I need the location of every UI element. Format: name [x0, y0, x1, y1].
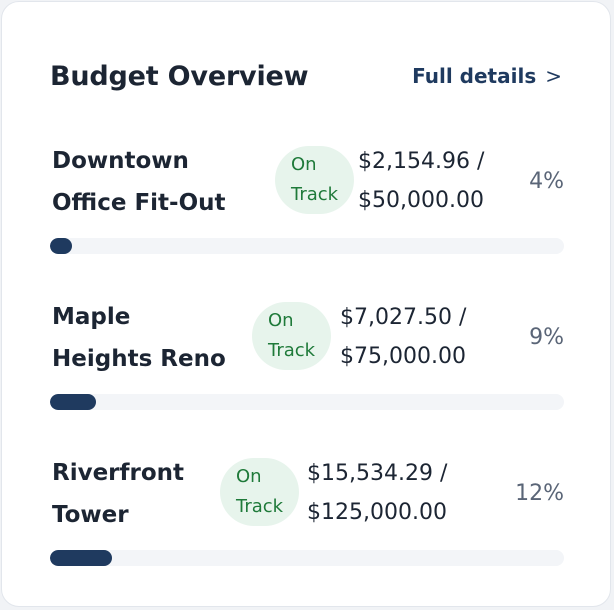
full-details-link[interactable]: Full details > [412, 64, 562, 88]
project-name: Riverfront Tower [52, 460, 185, 528]
status-badge: On Track [252, 302, 332, 370]
budget-percent: 4% [529, 169, 564, 194]
progress-track [50, 238, 564, 254]
progress-fill [50, 394, 97, 410]
card-header: Budget Overview Full details > [50, 56, 562, 96]
chevron-right-icon: > [545, 64, 562, 88]
full-details-label: Full details [412, 64, 537, 88]
budget-amount: $2,154.96 / $50,000.00 [358, 149, 485, 213]
budget-percent: 9% [529, 325, 564, 350]
progress-fill [50, 550, 112, 566]
project-name: Maple Heights Reno [52, 304, 226, 372]
progress-track [50, 550, 564, 566]
status-badge: On Track [275, 146, 355, 214]
budget-percent: 12% [515, 481, 564, 506]
budget-amount: $15,534.29 / $125,000.00 [307, 461, 448, 525]
card-title: Budget Overview [50, 60, 309, 92]
budget-amount: $7,027.50 / $75,000.00 [340, 305, 467, 369]
project-row: Maple Heights Reno On Track $7,027.50 / … [50, 296, 564, 416]
progress-track [50, 394, 564, 410]
project-row: Downtown Office Fit-Out On Track $2,154.… [50, 140, 564, 260]
project-name: Downtown Office Fit-Out [52, 148, 226, 216]
project-row: Riverfront Tower On Track $15,534.29 / $… [50, 452, 564, 572]
status-badge: On Track [220, 458, 300, 526]
progress-fill [50, 238, 72, 254]
